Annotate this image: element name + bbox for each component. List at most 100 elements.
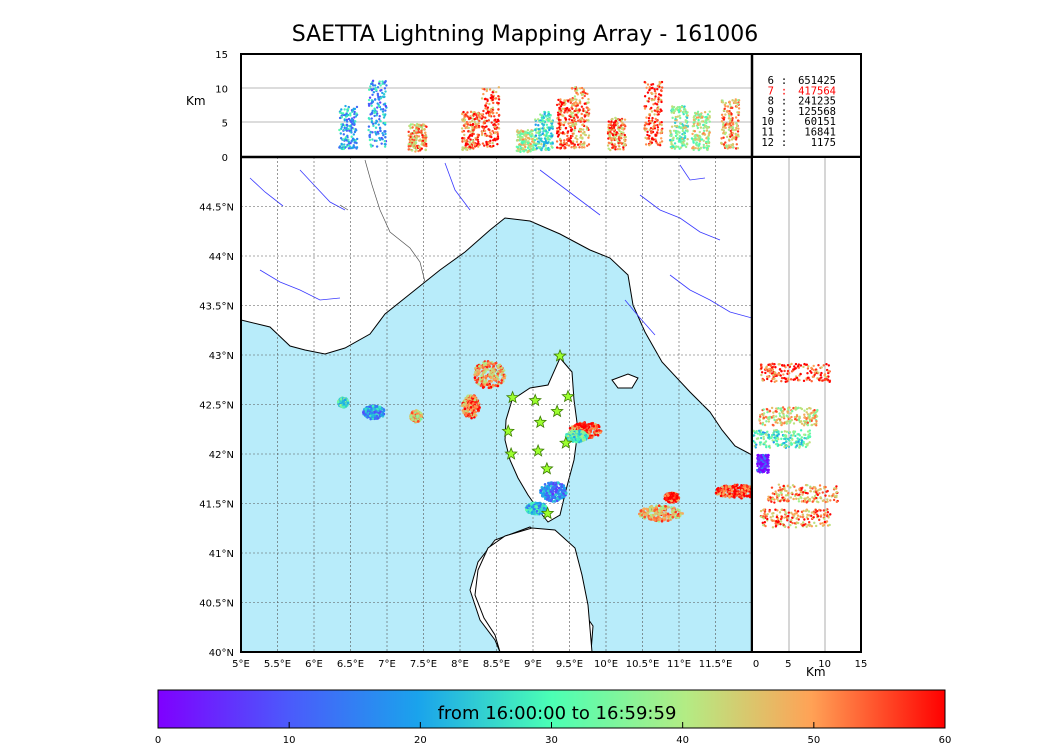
altitude-source (342, 145, 346, 148)
altitude-source (656, 126, 660, 129)
altitude-source (368, 103, 371, 106)
altitude-source (820, 371, 823, 375)
altitude-source (737, 107, 741, 110)
altitude-source (473, 145, 477, 148)
lightning-source (477, 369, 481, 373)
altitude-band (759, 362, 832, 384)
altitude-source (472, 112, 476, 116)
altitude-source (773, 363, 776, 366)
lightning-source (481, 377, 485, 381)
altitude-source (620, 134, 623, 137)
altitude-lat-panel[interactable] (751, 156, 862, 653)
altitude-source (657, 113, 660, 116)
altitude-source (491, 141, 494, 145)
altitude-source (699, 114, 702, 117)
lightning-source (661, 505, 665, 509)
altitude-source (378, 115, 381, 118)
altitude-source (496, 126, 499, 129)
lightning-source (644, 513, 648, 517)
altitude-source (471, 126, 474, 129)
altitude-source (705, 146, 709, 150)
altitude-source (533, 118, 537, 121)
altitude-source (538, 129, 541, 133)
altitude-source (351, 123, 354, 126)
altitude-source (650, 86, 653, 90)
altitude-source (468, 130, 472, 133)
altitude-source (493, 115, 496, 118)
altitude-source (705, 129, 709, 132)
lightning-source (573, 427, 577, 430)
altitude-source (579, 118, 583, 121)
altitude-column (720, 98, 741, 150)
lightning-source (524, 508, 528, 512)
lightning-source (419, 417, 423, 421)
altitude-source (645, 122, 649, 126)
lightning-source (551, 492, 554, 496)
altitude-source (420, 131, 423, 134)
altitude-source (588, 108, 591, 111)
country-borders (339, 159, 426, 283)
altitude-source (737, 98, 740, 102)
altitude-source (678, 105, 681, 109)
lightning-source (658, 509, 661, 513)
altitude-source (373, 111, 376, 115)
altitude-source (647, 136, 650, 139)
altitude-source (569, 101, 572, 104)
altitude-source (729, 146, 733, 149)
lightning-source (679, 511, 683, 515)
lightning-source (497, 380, 500, 384)
altitude-source (541, 127, 544, 130)
altitude-source (559, 100, 562, 103)
altitude-source (515, 149, 518, 152)
altitude-source (608, 137, 612, 140)
lightning-source (552, 495, 556, 499)
map-panel[interactable] (240, 156, 760, 653)
altitude-source (382, 133, 385, 137)
lightning-source (662, 513, 665, 517)
altitude-source (488, 88, 492, 91)
lightning-source (541, 492, 544, 496)
altitude-source (381, 80, 384, 83)
altitude-source (581, 143, 584, 146)
lightning-source (410, 411, 414, 415)
altitude-source (686, 130, 689, 133)
lightning-source (653, 516, 656, 519)
lightning-source (484, 374, 488, 378)
altitude-source (546, 136, 550, 139)
altitude-source (582, 123, 585, 126)
altitude-source (649, 140, 652, 143)
altitude-source (571, 142, 574, 145)
altitude-source (617, 128, 621, 131)
altitude-source (489, 133, 493, 136)
altitude-source (651, 83, 655, 86)
lightning-source (569, 431, 572, 435)
altitude-source (414, 134, 417, 138)
altitude-source (705, 115, 708, 119)
altitude-source (534, 123, 537, 126)
altitude-source (521, 130, 525, 133)
altitude-source (693, 115, 696, 118)
lightning-source (648, 509, 652, 513)
altitude-source (469, 138, 472, 141)
lightning-source (739, 486, 742, 490)
altitude-source (559, 98, 562, 101)
altitude-source (653, 89, 657, 93)
lightning-source (582, 423, 586, 427)
altitude-source (460, 127, 464, 130)
lightning-source (590, 426, 594, 430)
altitude-source (555, 103, 559, 107)
lightning-source (485, 365, 489, 369)
altitude-source (484, 104, 487, 108)
lightning-source (478, 406, 481, 409)
altitude-source (466, 115, 469, 118)
altitude-source (721, 123, 725, 127)
altitude-source (643, 105, 646, 108)
altitude-source (585, 125, 588, 129)
altitude-source (378, 118, 381, 121)
altitude-source (737, 111, 741, 114)
lightning-source (736, 491, 739, 495)
lightning-source (575, 430, 579, 434)
altitude-source (678, 134, 681, 138)
altitude-source (735, 126, 738, 130)
lightning-source (739, 495, 742, 498)
